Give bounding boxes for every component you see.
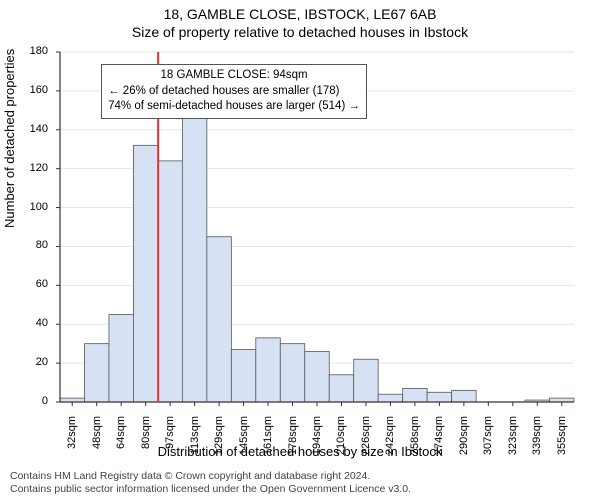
y-tick-label: 160 — [18, 84, 48, 96]
y-axis-label: Number of detached properties — [2, 49, 17, 228]
footer-line-1: Contains HM Land Registry data © Crown c… — [10, 470, 411, 483]
y-tick-label: 40 — [18, 317, 48, 329]
y-tick-label: 180 — [18, 45, 48, 57]
chart-container: 18, GAMBLE CLOSE, IBSTOCK, LE67 6AB Size… — [0, 0, 600, 500]
y-tick-label: 60 — [18, 278, 48, 290]
y-tick-label: 120 — [18, 162, 48, 174]
annotation-line-3: 74% of semi-detached houses are larger (… — [108, 99, 360, 115]
footer-attribution: Contains HM Land Registry data © Crown c… — [10, 470, 411, 496]
y-tick-label: 80 — [18, 239, 48, 251]
y-tick-label: 100 — [18, 201, 48, 213]
x-axis-label: Distribution of detached houses by size … — [0, 444, 600, 459]
y-tick-label: 0 — [18, 395, 48, 407]
y-tick-label: 140 — [18, 123, 48, 135]
chart-title-line1: 18, GAMBLE CLOSE, IBSTOCK, LE67 6AB — [0, 0, 600, 22]
annotation-box: 18 GAMBLE CLOSE: 94sqm ← 26% of detached… — [101, 64, 367, 119]
annotation-line-1: 18 GAMBLE CLOSE: 94sqm — [108, 68, 360, 84]
chart-title-line2: Size of property relative to detached ho… — [0, 22, 600, 40]
plot-area: 32sqm48sqm64sqm80sqm97sqm113sqm129sqm145… — [54, 48, 580, 408]
annotation-line-2: ← 26% of detached houses are smaller (17… — [108, 84, 360, 100]
y-tick-label: 20 — [18, 356, 48, 368]
footer-line-2: Contains public sector information licen… — [10, 483, 411, 496]
